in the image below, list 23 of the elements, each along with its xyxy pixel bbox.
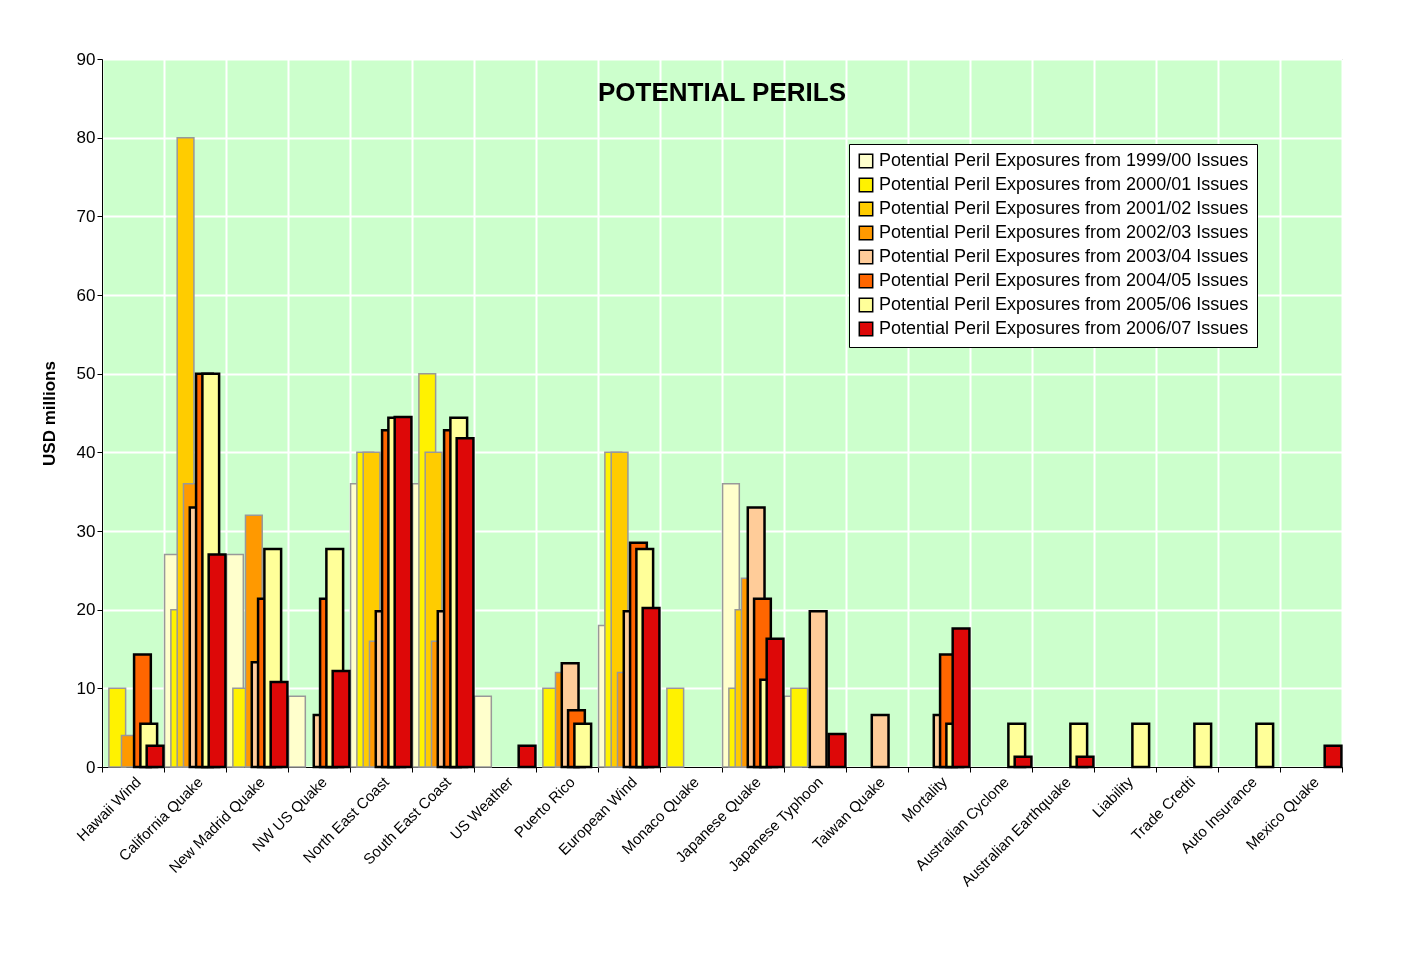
- y-tick-label: 30: [76, 521, 96, 541]
- y-tick-label: 90: [76, 49, 96, 69]
- legend-label: Potential Peril Exposures from 2006/07 Issues: [879, 318, 1249, 338]
- legend-label: Potential Peril Exposures from 1999/00 Issues: [879, 150, 1249, 170]
- bar: [666, 687, 685, 768]
- legend-label: Potential Peril Exposures from 2000/01 Issues: [879, 174, 1249, 194]
- text: POTENTIAL PERILS: [598, 77, 846, 107]
- bar: [473, 695, 493, 768]
- y-tick-label: 10: [76, 678, 96, 698]
- legend-label: Potential Peril Exposures from 2004/05 Issues: [879, 270, 1249, 290]
- y-tick-label: 0: [86, 757, 96, 777]
- legend-label: Potential Peril Exposures from 2002/03 Issues: [879, 222, 1249, 242]
- y-axis-title: USD millions: [39, 361, 59, 466]
- y-tick-label: 80: [76, 128, 96, 148]
- bar: [287, 695, 307, 768]
- legend-label: Potential Peril Exposures from 2001/02 Issues: [879, 198, 1249, 218]
- y-tick-label: 20: [76, 600, 96, 620]
- y-tick-label: 50: [76, 364, 96, 384]
- y-tick-label: 40: [76, 442, 96, 462]
- legend-label: Potential Peril Exposures from 2005/06 Issues: [879, 294, 1249, 314]
- y-tick-label: 60: [76, 285, 96, 305]
- legend-label: Potential Peril Exposures from 2003/04 Issues: [879, 246, 1249, 266]
- y-tick-label: 70: [76, 206, 96, 226]
